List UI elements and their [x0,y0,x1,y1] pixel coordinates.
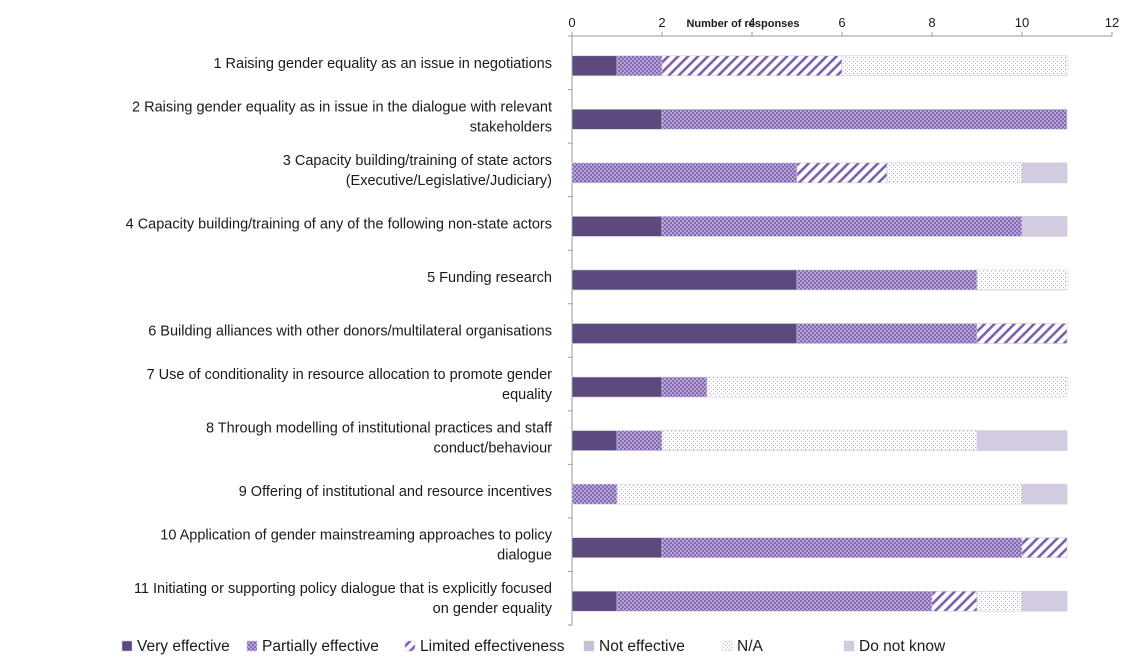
category-label-line: 1 Raising gender equality as an issue in… [213,56,552,72]
legend-swatch [583,640,595,652]
category-label: 5 Funding research [427,270,552,286]
category-labels: 1 Raising gender equality as an issue in… [126,56,553,617]
category-label-line: 6 Building alliances with other donors/m… [148,324,552,340]
bar-very-effective-5 [571,269,798,291]
bar-limited-effectiveness-10 [1021,537,1068,558]
bar-limited-effectiveness-3 [796,162,888,184]
bar-n-a-11 [976,590,1023,612]
legend-swatch [404,640,416,652]
bar-do-not-know-4 [1021,216,1068,237]
legend-swatch [246,640,258,652]
legend-label: N/A [737,638,764,655]
bar-limited-effectiveness-11 [931,590,978,612]
bar-partially-effective-1 [616,55,663,77]
bar-n-a-5 [976,269,1068,291]
category-label: 8 Through modelling of institutional pra… [206,421,553,457]
bar-partially-effective-5 [796,269,978,291]
category-label-line: on gender equality [433,601,553,617]
legend-label: Limited effectiveness [420,638,565,655]
x-tick-label: 2 [658,15,665,30]
category-label: 1 Raising gender equality as an issue in… [213,56,552,72]
category-label: 3 Capacity building/training of state ac… [283,153,552,189]
bar-partially-effective-9 [571,483,618,505]
legend: Very effective Partially effective Limited… [121,638,946,655]
category-label-line: 7 Use of conditionality in resource allo… [147,367,553,383]
x-tick-label: 12 [1105,15,1119,30]
bar-do-not-know-8 [976,430,1068,451]
category-label-line: 3 Capacity building/training of state ac… [283,153,552,169]
bar-n-a-3 [886,162,1023,184]
category-label-line: 4 Capacity building/training of any of t… [126,216,552,232]
category-label-line: (Executive/Legislative/Judiciary) [346,173,552,189]
legend-label: Very effective [137,638,230,655]
x-tick-label: 10 [1015,15,1029,30]
category-label-line: 10 Application of gender mainstreaming a… [160,528,552,544]
x-tick-label: 0 [568,15,575,30]
legend-swatch [843,640,855,652]
category-label-line: 8 Through modelling of institutional pra… [206,421,553,437]
bar-partially-effective-3 [571,162,798,184]
bar-partially-effective-11 [616,590,933,612]
legend-label: Do not know [859,638,946,655]
x-tick-label: 8 [928,15,935,30]
bar-very-effective-2 [571,109,663,130]
category-label-line: 5 Funding research [427,270,552,286]
bar-partially-effective-2 [661,109,1068,130]
bar-very-effective-6 [571,323,798,344]
legend-label: Not effective [599,638,685,655]
category-label: 10 Application of gender mainstreaming a… [160,528,552,564]
category-label-line: 11 Initiating or supporting policy dialo… [134,581,552,597]
category-label: 6 Building alliances with other donors/m… [148,324,552,340]
legend-swatch [121,640,133,652]
category-label: 11 Initiating or supporting policy dialo… [134,581,553,617]
legend-label: Partially effective [262,638,379,655]
bar-partially-effective-6 [796,323,978,344]
bar-very-effective-11 [571,590,618,612]
bar-very-effective-8 [571,430,618,451]
category-label-line: 2 Raising gender equality as in issue in… [132,99,552,115]
category-label: 4 Capacity building/training of any of t… [126,216,552,232]
bar-n-a-8 [661,430,978,451]
category-label: 7 Use of conditionality in resource allo… [147,367,553,403]
x-tick-label: 6 [838,15,845,30]
category-label-line: equality [502,387,553,403]
bar-n-a-7 [706,376,1068,398]
bar-very-effective-1 [571,55,618,77]
x-tick-labels: 0 2 4 6 8 10 12 [568,15,1119,30]
bar-limited-effectiveness-1 [661,55,843,77]
bar-partially-effective-7 [661,376,708,398]
category-label: 9 Offering of institutional and resource… [239,484,552,500]
bar-very-effective-7 [571,376,663,398]
bar-partially-effective-10 [661,537,1023,558]
x-tick-label: 4 [748,15,755,30]
bar-very-effective-4 [571,216,663,237]
bar-do-not-know-3 [1021,162,1068,184]
legend-swatch [721,640,733,652]
category-label-line: stakeholders [470,119,552,135]
bar-n-a-9 [616,483,1023,505]
bar-partially-effective-8 [616,430,663,451]
category-label-line: dialogue [497,548,552,564]
bars [571,55,1068,612]
category-label: 2 Raising gender equality as in issue in… [132,99,552,135]
bar-do-not-know-9 [1021,483,1068,505]
category-label-line: 9 Offering of institutional and resource… [239,484,552,500]
bar-partially-effective-4 [661,216,1023,237]
bar-limited-effectiveness-6 [976,323,1068,344]
bar-do-not-know-11 [1021,590,1068,612]
bar-n-a-1 [841,55,1068,77]
bar-very-effective-10 [571,537,663,558]
x-axis-title: Number of responses [686,18,799,30]
category-label-line: conduct/behaviour [434,441,553,457]
